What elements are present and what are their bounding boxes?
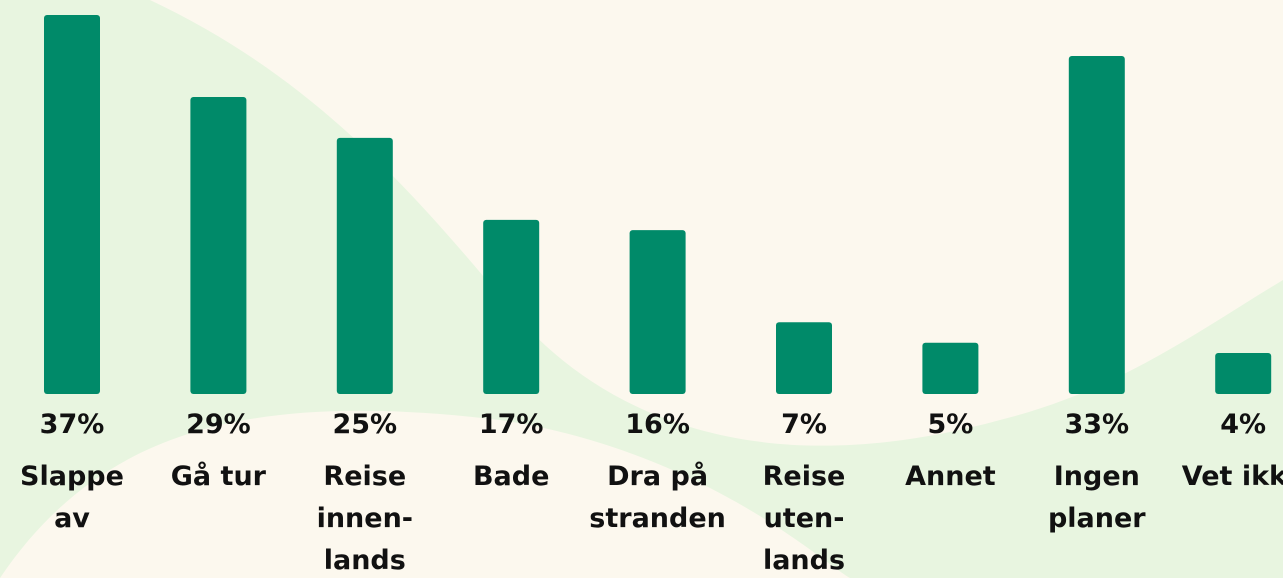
category-label: Reise innen-lands [316,461,414,576]
category-label: Reise uten-lands [762,461,846,576]
bar [629,230,686,394]
bar [922,342,979,394]
value-label: 37% [39,409,105,440]
value-label: 4% [1220,409,1267,440]
value-label: 29% [186,409,251,440]
category-label: Annet [905,461,996,492]
bar [483,219,540,394]
value-label: 16% [625,409,690,440]
background-shape [0,410,850,578]
value-label: 5% [927,409,974,440]
category-label: Gå tur [170,461,266,492]
bar [776,322,832,394]
category-label: Vet ikke [1181,461,1283,492]
value-label: 33% [1064,409,1130,440]
value-label: 7% [781,409,827,440]
bar [1068,55,1125,395]
bar [44,15,100,394]
bar [190,96,247,394]
value-label: 25% [332,409,398,440]
bar [336,137,393,394]
category-label: Dra på stranden [589,461,726,534]
category-label: Slappe av [20,461,124,534]
category-label: Bade [472,461,550,492]
bar [1215,353,1272,394]
value-label: 17% [478,409,544,440]
category-label: Ingen planer [1047,461,1146,534]
